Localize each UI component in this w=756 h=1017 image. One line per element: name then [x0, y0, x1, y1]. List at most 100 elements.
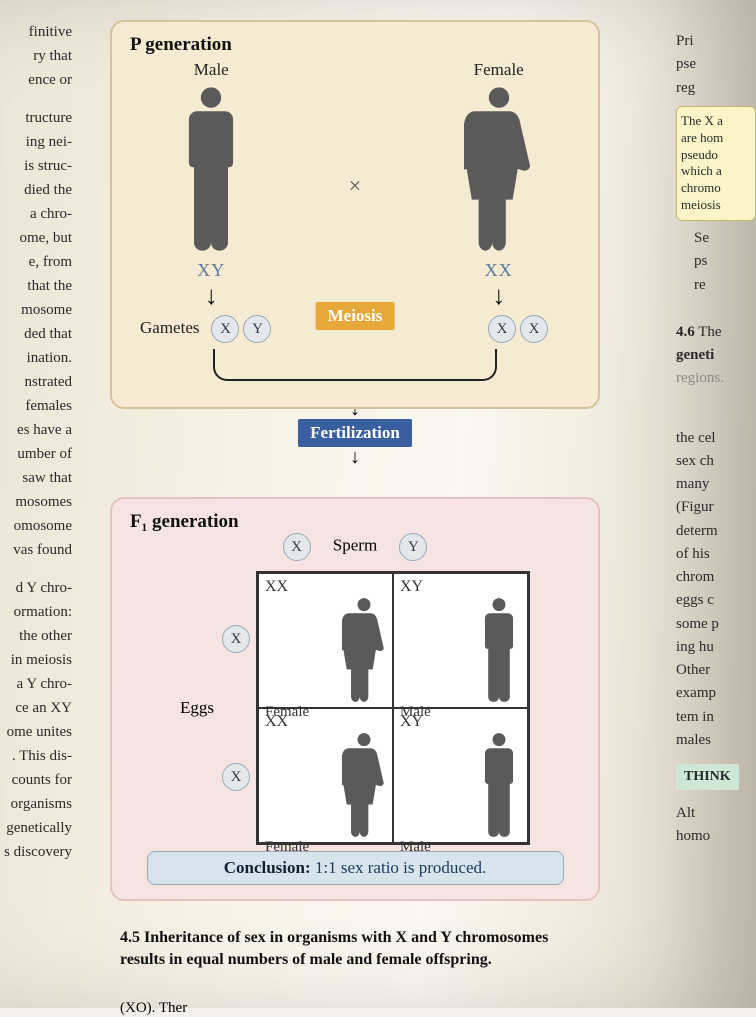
frag: males — [676, 729, 756, 752]
frag: s discovery — [2, 840, 72, 864]
caption-number: 4.5 — [120, 929, 140, 946]
frag: nstrated — [2, 370, 72, 394]
frag: ome unites — [2, 720, 72, 744]
conclusion-box: Conclusion: 1:1 sex ratio is produced. — [147, 851, 564, 885]
female-genotype: XX — [485, 260, 513, 281]
f1-generation-panel: F₁ generation X Sperm Y Eggs X X XX Fema… — [110, 497, 600, 901]
right-callout: The X a are hom pseudo which a chromo me… — [676, 106, 756, 221]
cell-genotype: XY — [400, 713, 521, 731]
frag: omosome — [2, 514, 72, 538]
frag: the cel — [676, 427, 756, 450]
gamete-chip: X — [488, 315, 516, 343]
frag: 4.6 — [676, 324, 695, 340]
textbook-page: finitive ry that ence or tructure ing ne… — [0, 0, 756, 1008]
male-silhouette-icon — [477, 731, 521, 839]
frag: a chro- — [2, 202, 72, 226]
cell-genotype: XY — [400, 578, 521, 596]
frag: . This dis- — [2, 744, 72, 768]
cross-symbol: × — [349, 173, 361, 199]
frag: examp — [676, 682, 756, 705]
frag: chromo — [681, 180, 751, 197]
frag: ination. — [2, 346, 72, 370]
cell-genotype: XX — [265, 578, 386, 596]
frag: females — [2, 394, 72, 418]
gamete-chip: X — [520, 315, 548, 343]
punnett-cell: XX Female — [258, 573, 393, 708]
frag: chrom — [676, 566, 756, 589]
frag: a Y chro- — [2, 672, 72, 696]
frag: many — [676, 473, 756, 496]
punnett-cell: XY Male — [393, 573, 528, 708]
female-silhouette-icon — [342, 731, 386, 839]
arrow-down-icon: ↓ — [205, 283, 218, 309]
frag: mosome — [2, 298, 72, 322]
frag: vas found — [2, 538, 72, 562]
frag: Alt — [676, 802, 756, 825]
right-text-column: Pri pse reg The X a are hom pseudo which… — [670, 0, 756, 1008]
frag: Se — [694, 227, 756, 250]
frag: e, from — [2, 250, 72, 274]
frag: homo — [676, 825, 756, 848]
frag: some p — [676, 613, 756, 636]
gamete-chip: X — [211, 315, 239, 343]
frag: pseudo — [681, 147, 751, 164]
gametes-label: Gametes — [140, 318, 199, 337]
frag: meiosis — [681, 197, 751, 214]
bottom-fragment: (XO). Ther — [120, 1000, 600, 1017]
frag: The — [698, 324, 721, 340]
frag: died the — [2, 178, 72, 202]
frag: that the — [2, 274, 72, 298]
frag: mosomes — [2, 490, 72, 514]
frag: ry that — [2, 44, 72, 68]
frag: tructure — [2, 106, 72, 130]
frag: which a — [681, 163, 751, 180]
male-silhouette-icon — [477, 596, 521, 704]
male-silhouette-icon — [176, 84, 246, 254]
frag: umber of — [2, 442, 72, 466]
figure-caption: 4.5 Inheritance of sex in organisms with… — [120, 927, 590, 970]
female-silhouette-icon — [464, 84, 534, 254]
frag: ome, but — [2, 226, 72, 250]
inheritance-diagram: P generation Male XY ↓ × Female XX ↓ Mei… — [110, 20, 600, 1017]
p-title: P generation — [130, 34, 232, 55]
frag: reg — [676, 77, 756, 100]
female-label: Female — [474, 60, 524, 80]
punnett-cell: XX Female — [258, 708, 393, 843]
bracket-icon — [213, 349, 497, 381]
frag: ce an XY — [2, 696, 72, 720]
arrow-down-icon: ↓ — [110, 447, 600, 467]
frag: saw that — [2, 466, 72, 490]
frag: The X a — [681, 113, 751, 130]
frag: ing hu — [676, 636, 756, 659]
frag: ps — [694, 250, 756, 273]
frag: eggs c — [676, 589, 756, 612]
left-text-column: finitive ry that ence or tructure ing ne… — [0, 0, 76, 1008]
frag: d Y chro- — [2, 576, 72, 600]
frag: ence or — [2, 68, 72, 92]
meiosis-tag: Meiosis — [316, 302, 395, 330]
frag: pse — [676, 53, 756, 76]
gamete-chip: Y — [243, 315, 271, 343]
male-genotype: XY — [197, 260, 225, 281]
frag: Other — [676, 659, 756, 682]
fertilization-tag: Fertilization — [298, 419, 412, 447]
sperm-label: Sperm — [333, 536, 377, 555]
frag: is struc- — [2, 154, 72, 178]
frag: in meiosis — [2, 648, 72, 672]
male-label: Male — [194, 60, 229, 80]
conclusion-label: Conclusion: — [224, 858, 311, 877]
frag: ing nei- — [2, 130, 72, 154]
cell-genotype: XX — [265, 713, 386, 731]
frag: counts for — [2, 768, 72, 792]
conclusion-text: 1:1 sex ratio is produced. — [311, 858, 487, 877]
frag: ormation: — [2, 600, 72, 624]
frag: geneti — [676, 347, 714, 363]
frag: (Figur — [676, 496, 756, 519]
frag: determ — [676, 520, 756, 543]
female-silhouette-icon — [342, 596, 386, 704]
f1-title: F₁ generation — [130, 511, 239, 532]
sperm-chip: X — [283, 533, 311, 561]
frag: sex ch — [676, 450, 756, 473]
frag: Pri — [676, 30, 756, 53]
frag: of his — [676, 543, 756, 566]
